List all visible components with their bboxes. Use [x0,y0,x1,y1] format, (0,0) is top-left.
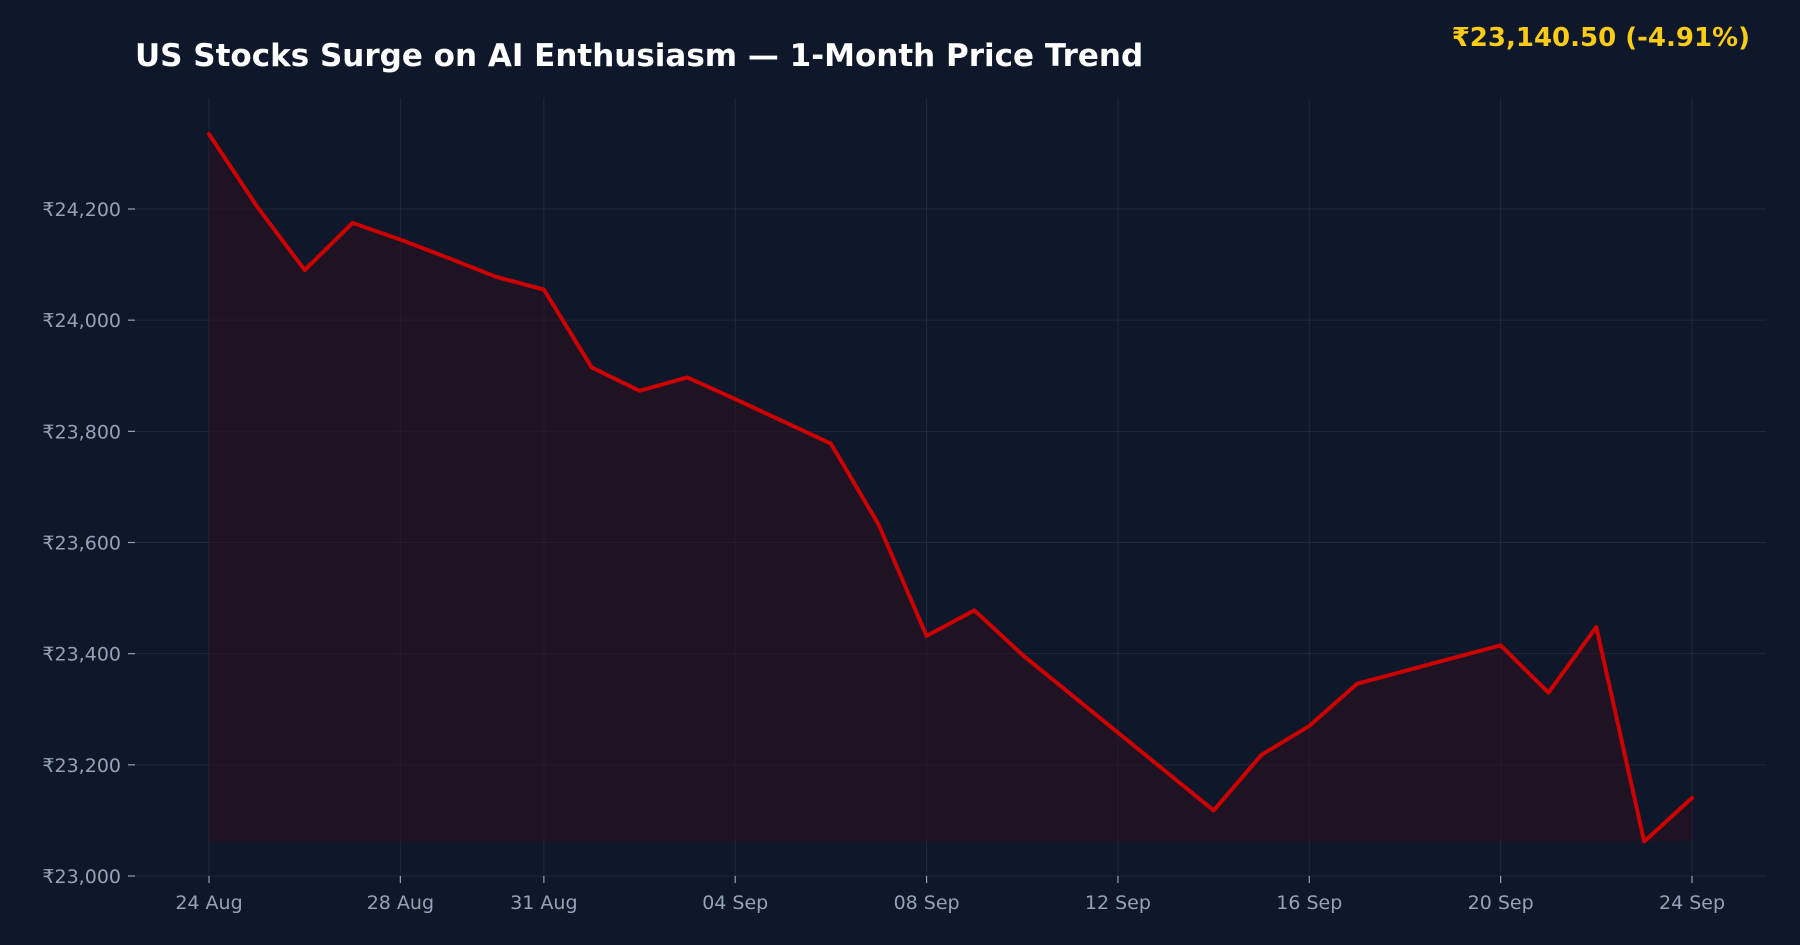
y-tick-label: ₹23,000 [42,866,121,888]
x-tick-label: 20 Sep [1468,892,1534,914]
x-tick-label: 24 Aug [175,892,242,914]
chart-title: US Stocks Surge on AI Enthusiasm — 1-Mon… [135,38,1143,74]
x-tick-label: 08 Sep [894,892,960,914]
y-tick-label: ₹24,200 [42,199,121,221]
price-badge: ₹23,140.50 (-4.91%) [1452,23,1750,53]
y-tick-label: ₹24,000 [42,310,121,332]
y-tick-label: ₹23,600 [42,533,121,555]
price-area-fill [209,134,1692,842]
x-tick-label: 24 Sep [1659,892,1725,914]
x-axis: 24 Aug 28 Aug 31 Aug 04 Sep 08 Sep 12 Sep 16 S… [175,876,1725,914]
x-tick-label: 04 Sep [702,892,768,914]
x-tick-label: 12 Sep [1085,892,1151,914]
x-tick-label: 28 Aug [367,892,434,914]
x-tick-label: 16 Sep [1276,892,1342,914]
y-tick-label: ₹23,400 [42,644,121,666]
y-tick-label: ₹23,200 [42,755,121,777]
x-tick-label: 31 Aug [510,892,577,914]
price-line [207,132,1694,844]
y-tick-label: ₹23,800 [42,421,121,443]
y-axis: ₹23,000 ₹23,200 ₹23,400 ₹23,600 ₹23,800 ₹24,0… [42,199,135,888]
